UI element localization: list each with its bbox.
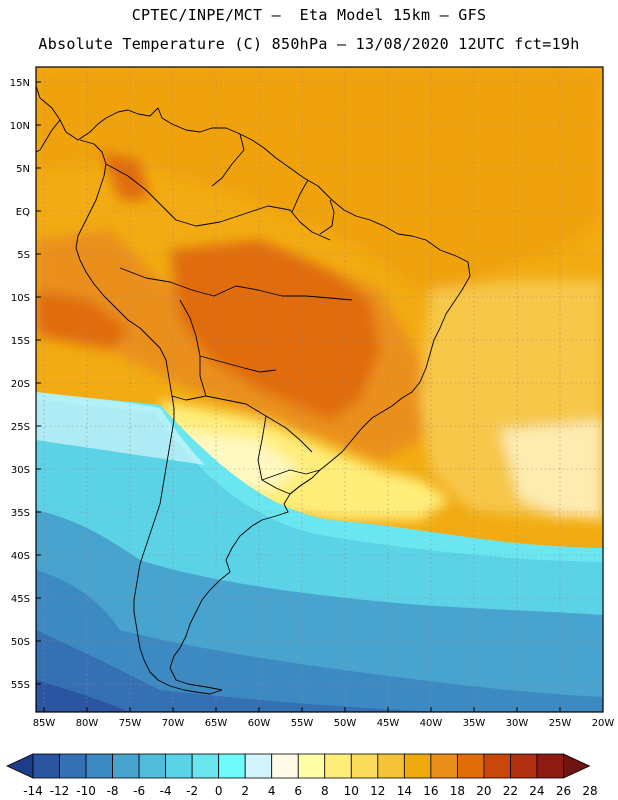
colorbar-swatch <box>218 753 246 779</box>
colorbar-label: 24 <box>529 784 544 798</box>
lat-label: 5S <box>17 250 30 261</box>
colorbar-label: 8 <box>321 784 329 798</box>
colorbar-label: 22 <box>503 784 518 798</box>
lat-label: 10S <box>11 293 30 304</box>
lat-label: 15N <box>10 78 30 89</box>
colorbar-label: 0 <box>215 784 223 798</box>
lat-label: 40S <box>11 551 30 562</box>
colorbar-swatch <box>430 753 458 779</box>
coastline <box>36 85 471 695</box>
colorbar-max-arrow <box>563 753 591 779</box>
colorbar-label: -12 <box>50 784 70 798</box>
lat-label: 35S <box>11 508 30 519</box>
colorbar-label: 4 <box>268 784 276 798</box>
lon-label: 75W <box>119 718 142 729</box>
colorbar-label: -4 <box>160 784 172 798</box>
lat-label: 50S <box>11 637 30 648</box>
lat-label: 20S <box>11 379 30 390</box>
lat-label: 55S <box>11 680 30 691</box>
colorbar-label: 14 <box>397 784 412 798</box>
map-title-line2: Absolute Temperature (C) 850hPa – 13/08/… <box>38 35 580 53</box>
lon-label: 40W <box>420 718 443 729</box>
lon-label: 80W <box>76 718 99 729</box>
lon-label: 60W <box>248 718 271 729</box>
colorbar-label: 18 <box>450 784 465 798</box>
lon-label: 45W <box>377 718 400 729</box>
colorbar-swatch <box>350 753 379 779</box>
colorbar-label: 26 <box>556 784 571 798</box>
colorbar-label: 20 <box>476 784 491 798</box>
colorbar-swatch <box>59 753 87 779</box>
colorbar-swatch <box>191 753 220 779</box>
lat-label: 10N <box>10 121 30 132</box>
colorbar-swatch <box>510 753 538 779</box>
temperature-field <box>36 67 603 712</box>
lat-label: 5N <box>16 164 30 175</box>
colorbar-label: -14 <box>23 784 43 798</box>
colorbar-swatch <box>377 753 405 779</box>
colorbar-label: -2 <box>186 784 198 798</box>
colorbar-swatch <box>112 753 140 779</box>
colorbar-label: 10 <box>344 784 359 798</box>
colorbar-swatch <box>456 753 485 779</box>
lon-label: 20W <box>592 718 615 729</box>
colorbar-swatch <box>138 753 167 779</box>
colorbar-label: 6 <box>294 784 302 798</box>
colorbar-label: 12 <box>370 784 385 798</box>
latitude-labels: 15N 10N 5N EQ 5S 10S 15S 20S 25S 30S 35S 40S 45S 50S 5… <box>10 78 41 691</box>
map-frame <box>35 66 604 713</box>
colorbar-swatch <box>403 753 432 779</box>
colorbar-swatch <box>244 753 273 779</box>
lat-label: 15S <box>11 336 30 347</box>
lon-label: 35W <box>463 718 486 729</box>
colorbar-swatch <box>483 753 511 779</box>
colorbar-swatch <box>32 753 60 779</box>
lon-label: 55W <box>291 718 314 729</box>
map-title-line1: CPTEC/INPE/MCT – Eta Model 15km – GFS <box>131 6 487 24</box>
lon-label: 65W <box>205 718 228 729</box>
colorbar-label: 16 <box>423 784 438 798</box>
lat-label: 45S <box>11 594 30 605</box>
colorbar-swatch <box>165 753 193 779</box>
colorbar-swatch <box>85 753 113 779</box>
colorbar-swatch <box>297 753 326 779</box>
colorbar-label: -8 <box>107 784 119 798</box>
colorbar-label: -6 <box>133 784 145 798</box>
colorbar-min-arrow <box>6 753 34 779</box>
colorbar-swatch <box>536 753 564 779</box>
lat-label: 30S <box>11 465 30 476</box>
lon-label: 70W <box>162 718 185 729</box>
lat-label: 25S <box>11 422 30 433</box>
longitude-labels: 85W 80W 75W 70W 65W 60W 55W 50W 45W 40W 35W 30W 25W 2… <box>33 707 615 729</box>
lon-label: 25W <box>549 718 572 729</box>
lat-label: EQ <box>16 207 30 218</box>
lon-label: 85W <box>33 718 56 729</box>
colorbar-label: 2 <box>241 784 249 798</box>
colorbar-swatch <box>271 753 299 779</box>
lon-label: 50W <box>334 718 357 729</box>
colorbar: -14 -12 -10 -8 -6 -4 -2 0 2 4 6 8 10 12 14 16 18 20 22 24 26… <box>6 753 598 798</box>
colorbar-swatch <box>324 753 352 779</box>
lon-label: 30W <box>506 718 529 729</box>
colorbar-label: 28 <box>582 784 597 798</box>
colorbar-label: -10 <box>76 784 96 798</box>
